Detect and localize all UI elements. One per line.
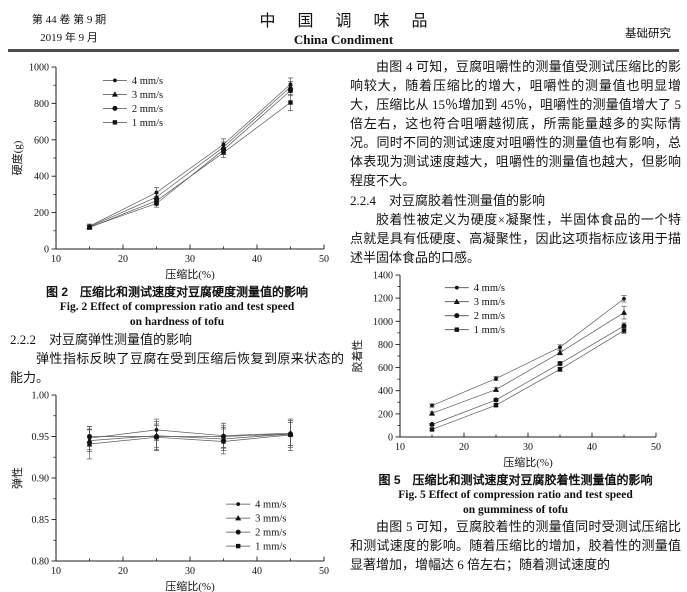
svg-text:4 mm/s: 4 mm/s: [474, 283, 505, 294]
svg-text:600: 600: [34, 135, 49, 146]
svg-text:0.80: 0.80: [32, 557, 50, 568]
svg-text:1 mm/s: 1 mm/s: [132, 118, 163, 129]
fig2-caption-en-line1: Fig. 2 Effect of compression ratio and t…: [59, 301, 295, 313]
svg-text:200: 200: [378, 409, 393, 420]
svg-text:1000: 1000: [29, 63, 49, 74]
section-2-2-2-heading: 2.2.2 对豆腐弹性测量值的影响: [10, 332, 193, 347]
fig5-caption-en-line2: on gumminess of tofu: [462, 503, 569, 516]
section-2-2-4-heading: 2.2.4 对豆腐胶着性测量值的影响: [350, 193, 546, 208]
svg-text:4 mm/s: 4 mm/s: [132, 76, 163, 87]
fig5-gumminess-chart: 10 20 30 40 50 0 200 400 600 800 1000 1200 1400 压缩比(%…: [350, 271, 661, 470]
svg-text:硬度(g): 硬度(g): [10, 140, 24, 175]
svg-text:10: 10: [395, 442, 405, 453]
svg-text:1.00: 1.00: [32, 391, 50, 402]
header-rule: [8, 49, 679, 52]
svg-text:3 mm/s: 3 mm/s: [255, 514, 286, 525]
fig2-caption-cn: 图 2 压缩比和测试速度对豆腐硬度测量值的影响: [45, 285, 308, 299]
svg-text:20: 20: [459, 442, 469, 453]
fig5-caption-cn: 图 5 压缩比和测试速度对豆腐胶着性测量值的影响: [378, 473, 653, 487]
svg-text:200: 200: [34, 208, 49, 219]
svg-text:压缩比(%): 压缩比(%): [165, 580, 215, 592]
svg-text:30: 30: [185, 254, 195, 265]
svg-text:1200: 1200: [373, 294, 393, 305]
svg-text:1400: 1400: [373, 271, 393, 282]
svg-text:2 mm/s: 2 mm/s: [474, 311, 505, 322]
svg-text:50: 50: [319, 254, 329, 265]
column-label: 基础研究: [625, 28, 671, 40]
svg-text:20: 20: [118, 566, 128, 577]
svg-text:0: 0: [388, 433, 393, 444]
svg-text:10: 10: [51, 566, 61, 577]
svg-text:3 mm/s: 3 mm/s: [132, 90, 163, 101]
svg-text:400: 400: [34, 172, 49, 183]
svg-text:40: 40: [252, 254, 262, 265]
svg-text:20: 20: [118, 254, 128, 265]
svg-text:1 mm/s: 1 mm/s: [255, 542, 286, 553]
fig5-discussion-paragraph: 由图 5 可知，豆腐胶着性的测量值同时受测试压缩比和测试速度的影响。随着压缩比的…: [350, 519, 681, 572]
right-column: 由图 4 可知，豆腐咀嚼性的测量值受测试压缩比的影响较大，随着压缩比的增大，咀嚼…: [350, 57, 681, 574]
svg-text:600: 600: [378, 363, 393, 374]
svg-text:30: 30: [523, 442, 533, 453]
svg-text:800: 800: [34, 99, 49, 110]
svg-text:胶着性: 胶着性: [350, 340, 364, 373]
journal-title-block: 中 国 调 味 品 China Condiment: [0, 7, 687, 48]
svg-text:10: 10: [51, 254, 61, 265]
svg-text:2 mm/s: 2 mm/s: [132, 104, 163, 115]
svg-text:0: 0: [44, 245, 49, 256]
header-issue-block: 第 44 卷 第 9 期 2019 年 9 月: [10, 11, 128, 47]
fig2-caption-en-line2: on hardness of tofu: [129, 315, 225, 328]
svg-text:800: 800: [378, 340, 393, 351]
fig5-caption-en-line1: Fig. 5 Effect of compression ratio and t…: [398, 489, 633, 501]
journal-title-en: China Condiment: [293, 32, 394, 47]
fig2-hardness-chart: 10 20 30 40 50 0 200 400 600 800 1000 压缩比(%) 硬度(g) 4 …: [10, 63, 329, 282]
svg-text:压缩比(%): 压缩比(%): [165, 268, 215, 281]
svg-text:50: 50: [319, 566, 329, 577]
svg-text:50: 50: [651, 442, 661, 453]
fig4-discussion-paragraph: 由图 4 可知，豆腐咀嚼性的测量值受测试压缩比的影响较大，随着压缩比的增大，咀嚼…: [350, 59, 681, 188]
left-column: 10 20 30 40 50 0 200 400 600 800 1000 压缩比(%) 硬度(g) 4 …: [10, 57, 344, 592]
svg-text:40: 40: [252, 566, 262, 577]
svg-text:0.85: 0.85: [32, 515, 50, 526]
journal-title-cn: 中 国 调 味 品: [259, 13, 437, 30]
svg-text:2 mm/s: 2 mm/s: [255, 528, 286, 539]
volume-issue: 第 44 卷 第 9 期: [31, 14, 107, 26]
svg-text:弹性: 弹性: [10, 467, 24, 489]
svg-text:4 mm/s: 4 mm/s: [255, 500, 286, 511]
svg-text:40: 40: [587, 442, 597, 453]
svg-text:压缩比(%): 压缩比(%): [503, 456, 553, 469]
svg-text:1000: 1000: [373, 317, 393, 328]
svg-text:1 mm/s: 1 mm/s: [474, 325, 505, 336]
svg-text:400: 400: [378, 386, 393, 397]
issue-date: 2019 年 9 月: [40, 32, 98, 45]
svg-text:0.95: 0.95: [32, 432, 50, 443]
svg-text:0.90: 0.90: [32, 474, 50, 485]
svg-text:30: 30: [185, 566, 195, 577]
section-2-2-2-paragraph: 弹性指标反映了豆腐在受到压缩后恢复到原来状态的能力。: [10, 351, 344, 385]
svg-text:3 mm/s: 3 mm/s: [474, 297, 505, 308]
elasticity-chart: 10 20 30 40 50 0.80 0.85 0.90 0.95 1.00 压缩比(%) 弹性 4 …: [10, 391, 329, 592]
section-2-2-4-paragraph: 胶着性被定义为硬度×凝聚性，半固体食品的一个特点就是具有低硬度、高凝聚性，因此这…: [350, 212, 681, 265]
